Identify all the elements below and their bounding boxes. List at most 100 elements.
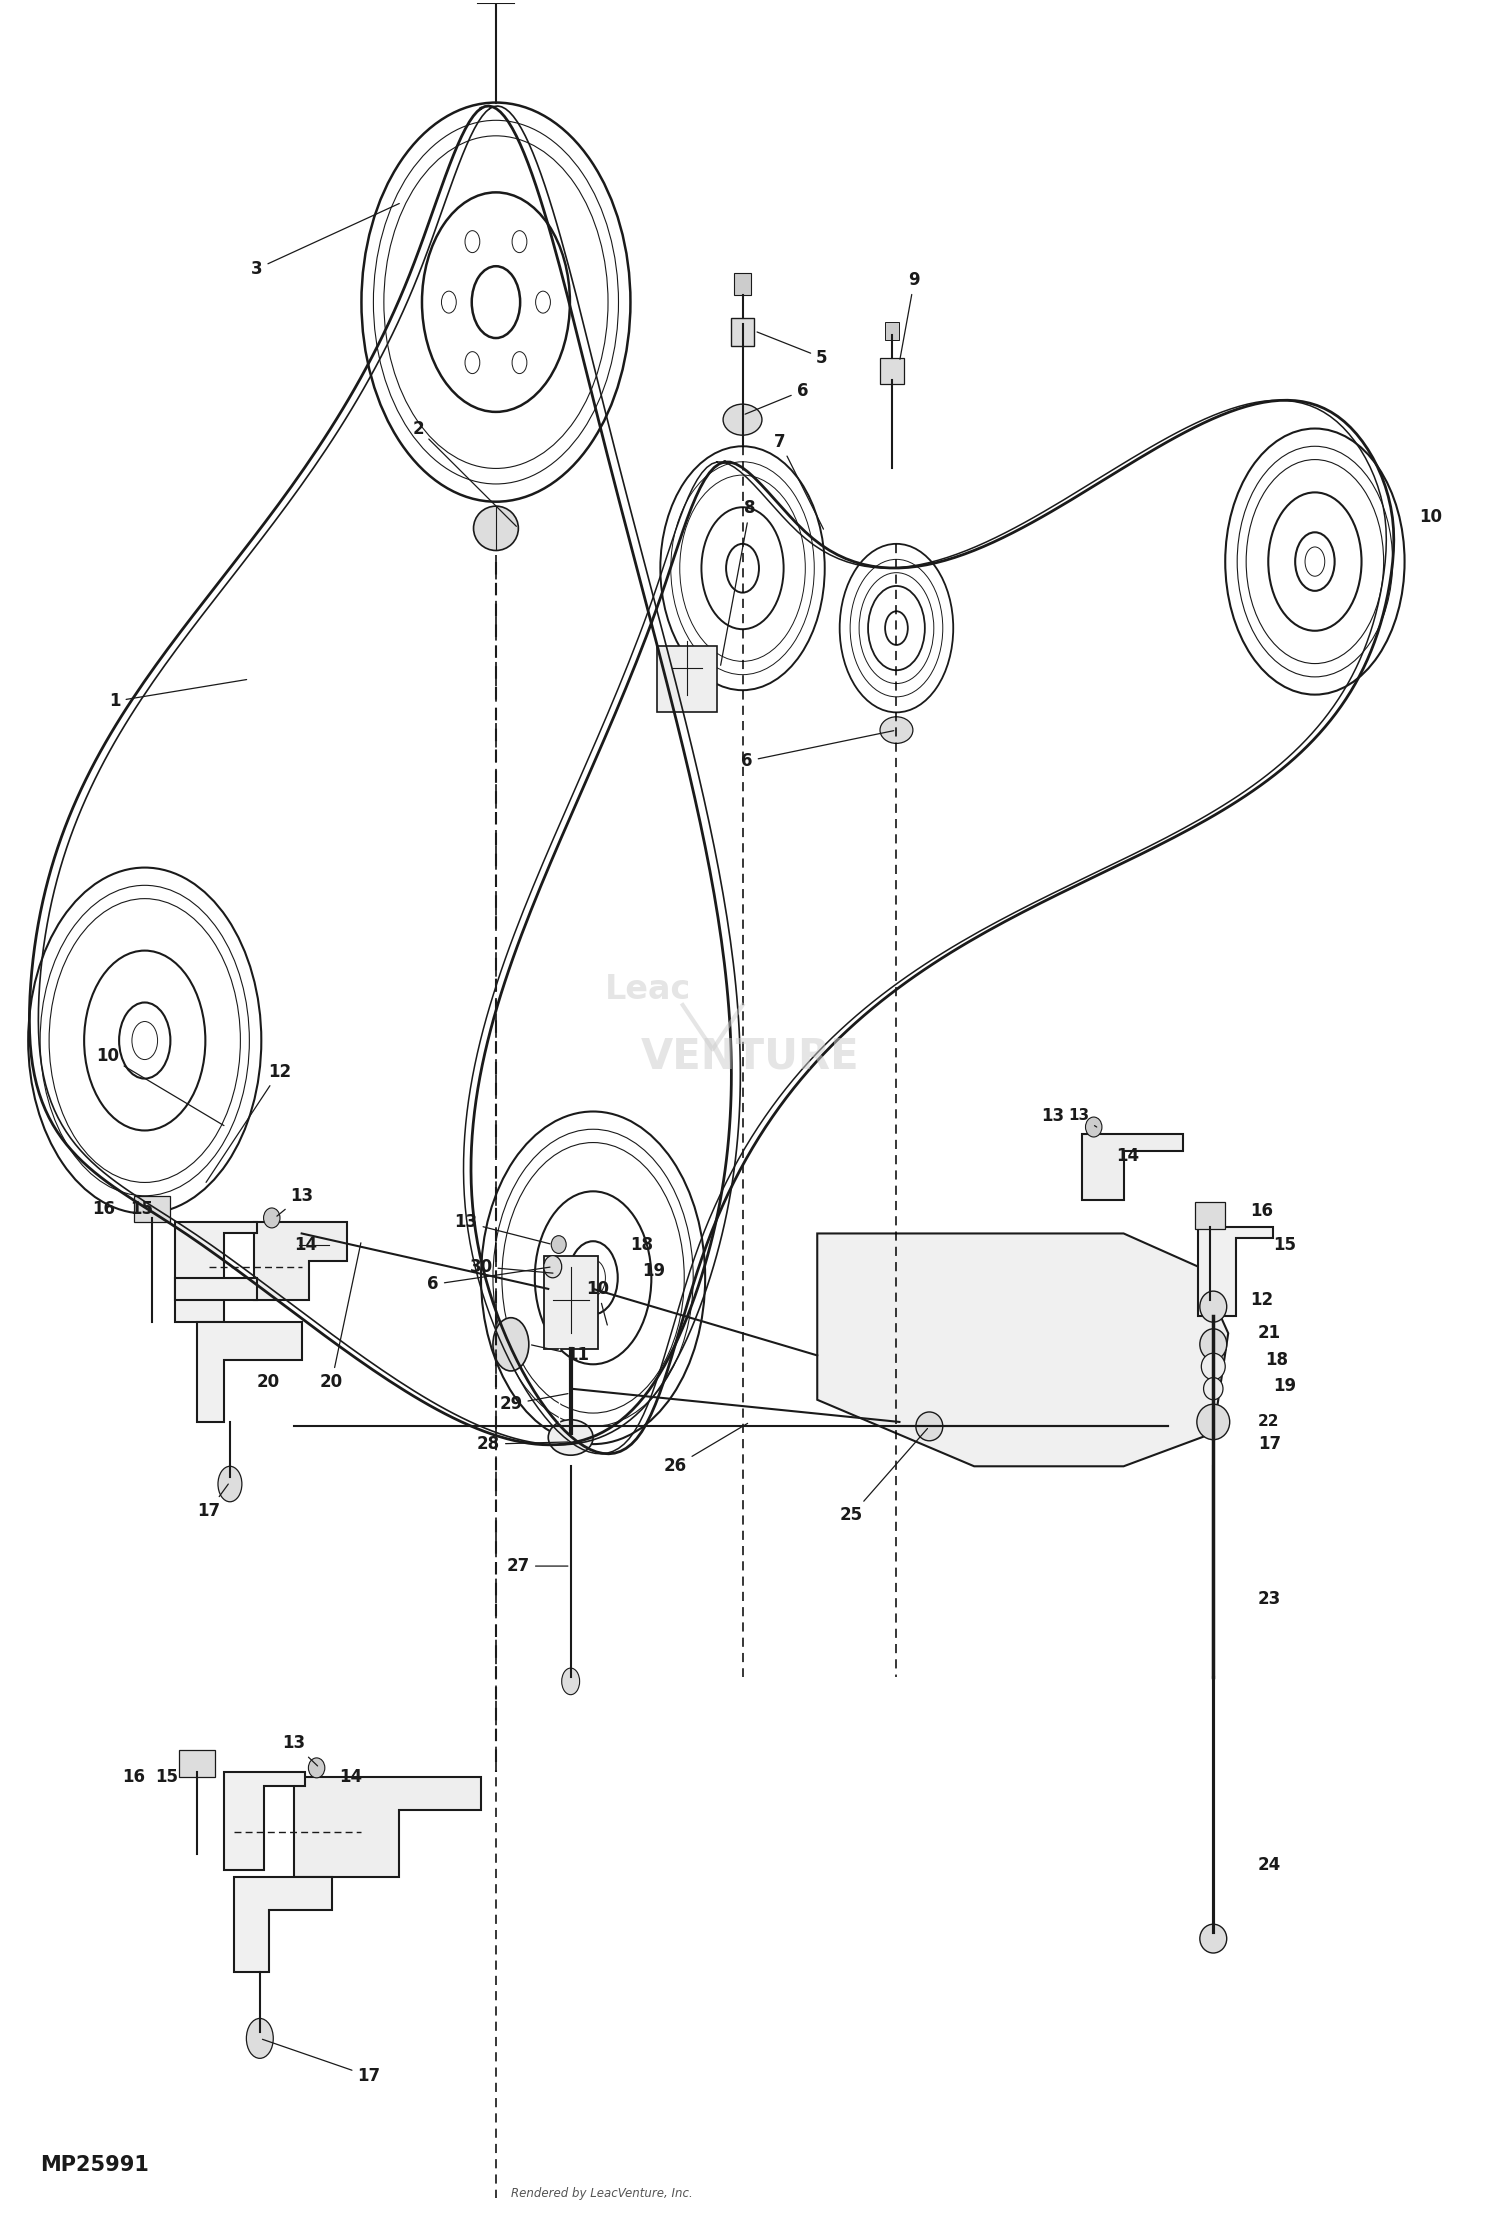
Text: 5: 5 [758,331,828,367]
Polygon shape [818,1234,1228,1467]
Text: 13: 13 [1041,1107,1065,1125]
Text: 10: 10 [1419,509,1443,527]
Text: 23: 23 [1258,1589,1281,1607]
Text: Leac: Leac [606,974,692,1007]
Text: 10: 10 [586,1280,609,1325]
Ellipse shape [880,716,914,742]
Text: 15: 15 [1274,1236,1296,1254]
Text: 30: 30 [470,1258,554,1276]
Text: 20: 20 [256,1374,280,1392]
Text: 6: 6 [741,731,894,769]
Text: 13: 13 [282,1734,318,1765]
Text: 16: 16 [1251,1203,1274,1220]
Text: 19: 19 [1274,1378,1296,1396]
Ellipse shape [1197,1405,1230,1441]
Polygon shape [1082,1134,1184,1200]
Text: Rendered by LeacVenture, Inc.: Rendered by LeacVenture, Inc. [512,2187,693,2201]
Ellipse shape [264,1207,280,1227]
Circle shape [580,1260,606,1296]
Text: 13: 13 [278,1187,314,1216]
Polygon shape [1198,1227,1274,1316]
Text: 27: 27 [507,1556,568,1576]
Text: 3: 3 [251,205,399,278]
Circle shape [217,1467,242,1503]
Ellipse shape [550,1236,566,1254]
Polygon shape [224,1772,304,1870]
Polygon shape [294,1776,482,1876]
Text: 8: 8 [720,500,756,665]
Ellipse shape [474,507,519,551]
Text: 18: 18 [1266,1352,1288,1369]
Circle shape [465,231,480,253]
Text: 13: 13 [454,1214,550,1245]
Text: 26: 26 [663,1423,747,1476]
Text: 2: 2 [413,420,516,527]
Circle shape [536,291,550,313]
Circle shape [441,291,456,313]
Text: 18: 18 [630,1236,654,1254]
Ellipse shape [1200,1329,1227,1360]
Polygon shape [196,1323,302,1423]
Text: 6: 6 [427,1267,550,1294]
Bar [880,358,904,385]
Bar [178,1750,214,1776]
Text: 13: 13 [1068,1109,1096,1127]
Bar [135,1196,170,1223]
Ellipse shape [309,1758,326,1778]
Text: 22: 22 [1258,1414,1280,1429]
Text: 7: 7 [774,433,824,529]
Circle shape [118,1003,171,1078]
Circle shape [1305,547,1324,576]
Bar [544,1256,597,1349]
Text: MP25991: MP25991 [40,2154,148,2174]
Text: VENTURE: VENTURE [640,1036,860,1078]
Bar [1196,1203,1225,1229]
Text: 14: 14 [294,1236,318,1254]
Ellipse shape [916,1412,944,1441]
Ellipse shape [1202,1354,1225,1380]
Text: 28: 28 [477,1436,568,1454]
Ellipse shape [723,405,762,436]
Text: 6: 6 [746,382,808,413]
Ellipse shape [1200,1925,1227,1954]
Circle shape [512,351,526,373]
Circle shape [1294,531,1335,591]
Circle shape [726,545,759,594]
Bar [657,647,717,711]
Polygon shape [174,1223,256,1323]
Polygon shape [174,1278,256,1300]
Text: 10: 10 [96,1047,224,1125]
Text: 14: 14 [1116,1147,1140,1165]
Ellipse shape [549,1420,592,1456]
Text: 16: 16 [123,1767,146,1785]
Polygon shape [254,1223,346,1300]
Text: 12: 12 [1251,1292,1274,1309]
Bar [730,318,754,347]
Ellipse shape [1203,1378,1222,1400]
Circle shape [885,611,908,645]
Ellipse shape [1200,1292,1227,1323]
Text: 25: 25 [840,1429,927,1525]
Text: 16: 16 [93,1200,116,1218]
Text: 11: 11 [531,1345,590,1365]
Text: 19: 19 [642,1263,666,1280]
Circle shape [512,231,526,253]
Text: 14: 14 [339,1767,362,1785]
Text: 1: 1 [110,680,246,711]
Circle shape [132,1023,158,1060]
Ellipse shape [544,1256,561,1278]
Circle shape [494,1318,530,1372]
Text: 17: 17 [198,1485,228,1521]
Text: 24: 24 [1258,1856,1281,1874]
Text: 20: 20 [320,1243,362,1392]
Text: 29: 29 [500,1394,568,1414]
Bar [734,273,752,296]
Circle shape [561,1667,579,1694]
Text: 17: 17 [1258,1436,1281,1454]
Text: 21: 21 [1258,1325,1281,1343]
Circle shape [465,351,480,373]
Text: 12: 12 [206,1063,291,1183]
Text: 15: 15 [130,1200,153,1218]
Polygon shape [234,1876,332,1972]
Text: 9: 9 [900,271,920,360]
